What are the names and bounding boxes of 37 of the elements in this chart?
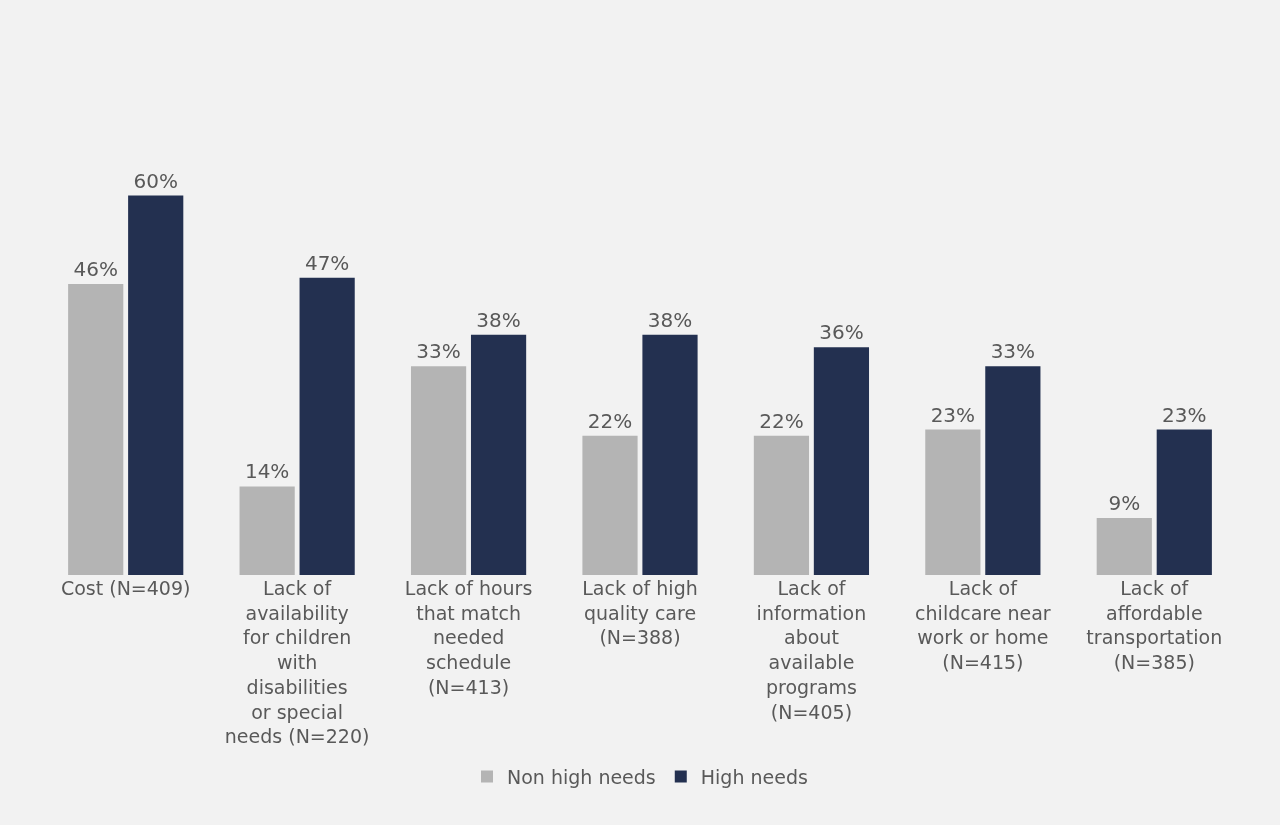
x-tick-label: Lack of availability for children with disabilities or special needs (N=220) xyxy=(224,577,370,748)
bar xyxy=(813,347,870,575)
legend-label: Non high needs xyxy=(507,766,656,789)
data-label: 22% xyxy=(587,408,633,433)
x-tick-label: Lack of childcare near work or home (N=415) xyxy=(915,577,1051,674)
x-tick-label: Lack of information about available programs (N=405) xyxy=(756,577,867,723)
bar xyxy=(410,366,467,575)
bar xyxy=(925,429,981,575)
data-label: 33% xyxy=(990,339,1036,364)
x-tick-label: Lack of affordable transportation (N=385) xyxy=(1086,577,1223,674)
bar xyxy=(128,195,184,575)
data-label: 38% xyxy=(476,307,521,332)
bar xyxy=(753,435,810,575)
bar xyxy=(1096,518,1152,575)
x-tick-label: Lack of high quality care (N=388) xyxy=(582,577,698,649)
data-label: 14% xyxy=(244,459,290,484)
data-label: 38% xyxy=(647,307,693,332)
bar xyxy=(470,334,527,575)
data-label: 23% xyxy=(930,402,976,427)
x-tick-label: Lack of hours that match needed schedule (N=413) xyxy=(404,577,533,698)
x-tick-label: Cost (N=409) xyxy=(60,577,191,599)
data-label: 23% xyxy=(1162,402,1207,427)
data-label: 46% xyxy=(73,257,118,282)
legend-label: High needs xyxy=(700,766,808,789)
bar xyxy=(239,486,295,575)
bar xyxy=(985,366,1041,575)
data-label: 47% xyxy=(304,250,350,275)
bar xyxy=(1156,429,1212,575)
data-label: 33% xyxy=(416,339,461,364)
data-label: 60% xyxy=(133,168,178,193)
bar xyxy=(299,277,355,575)
data-label: 36% xyxy=(819,320,864,345)
bar xyxy=(642,334,698,575)
data-label: 9% xyxy=(1108,491,1141,516)
data-label: 22% xyxy=(759,408,804,433)
bar xyxy=(68,284,124,575)
bar xyxy=(582,435,638,575)
